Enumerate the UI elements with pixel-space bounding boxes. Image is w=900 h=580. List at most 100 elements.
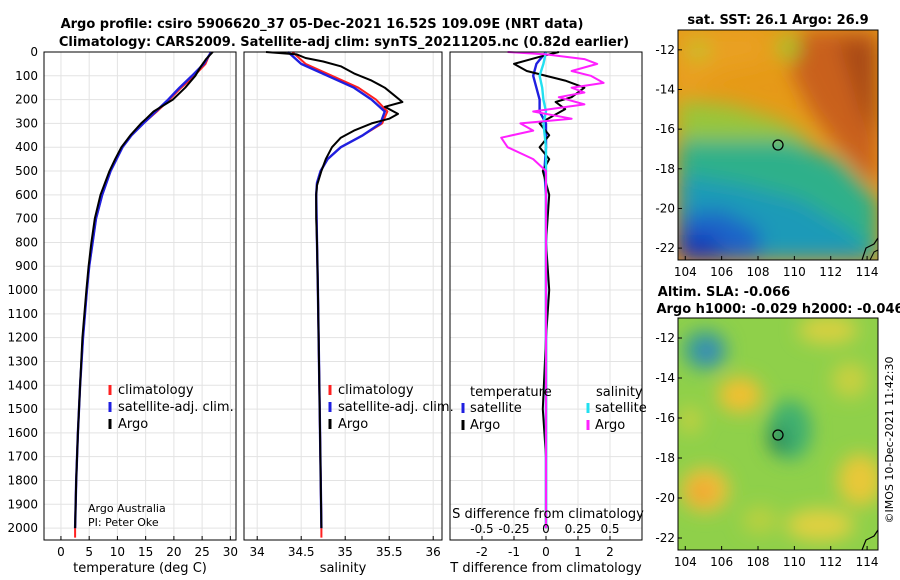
- legend-label: Argo: [338, 417, 368, 432]
- legend-label: satellite-adj. clim.: [118, 400, 234, 415]
- y-tick-label: 500: [15, 164, 38, 178]
- series-salinity-satellite: [538, 51, 548, 529]
- map-x-tick-label: 104: [674, 555, 697, 569]
- top-tick-label: 0.5: [600, 522, 619, 536]
- y-tick-label: 1100: [7, 307, 38, 321]
- sst-map-title: sat. SST: 26.1 Argo: 26.9: [687, 13, 868, 28]
- imos-timestamp: ©IMOS 10-Dec-2021 11:42:30: [883, 357, 896, 524]
- x-tick-label: 30: [223, 545, 238, 559]
- legend-label: satellite: [470, 401, 522, 416]
- map-x-tick-label: 112: [819, 555, 842, 569]
- legend-label: climatology: [338, 383, 414, 398]
- x-tick-label: 0: [542, 545, 550, 559]
- y-tick-label: 1500: [7, 402, 38, 416]
- salinity-panel: 34 34.5 35 35.5 36 salinity climatology satelli…: [243, 51, 454, 576]
- credit-pi: PI: Peter Oke: [88, 516, 159, 529]
- map-y-tick-label: -14: [655, 82, 675, 96]
- sla-axis-ticks: 104 106 108 110 112 114 -12 -14 -16 -18 -20 -22: [655, 331, 878, 569]
- y-tick-label: 600: [15, 188, 38, 202]
- sst-axis-ticks: 104 106 108 110 112 114 -12 -14 -16 -18 -20 -22: [655, 43, 878, 279]
- x-tick-label: 34: [250, 545, 265, 559]
- series-argo: [265, 51, 404, 529]
- series-salinity-argo: [500, 51, 605, 529]
- y-tick-label: 1600: [7, 426, 38, 440]
- legend-title-temperature: temperature: [470, 385, 552, 400]
- y-tick-label: 100: [15, 69, 38, 83]
- map-y-tick-label: -12: [655, 43, 675, 57]
- x-tick-label: 10: [110, 545, 125, 559]
- series-argo: [74, 51, 214, 529]
- sla-map-frame: [677, 317, 879, 551]
- y-tick-label: 1400: [7, 378, 38, 392]
- y-tick-label: 2000: [7, 521, 38, 535]
- top-tick-label: -0.25: [498, 522, 529, 536]
- x-tick-label: 0: [57, 545, 65, 559]
- sst-map-frame: [677, 29, 879, 261]
- sla-argo-marker: [772, 429, 784, 441]
- map-x-tick-label: 110: [783, 265, 806, 279]
- x-axis-label: temperature (deg C): [73, 561, 207, 576]
- figure-title-line1: Argo profile: csiro 5906620_37 05-Dec-20…: [61, 17, 584, 32]
- legend-label: climatology: [118, 383, 194, 398]
- y-tick-label: 700: [15, 212, 38, 226]
- sla-map-subtitle: Argo h1000: -0.029 h2000: -0.046: [656, 302, 900, 317]
- legend-label: Argo: [595, 418, 625, 433]
- x-axis-label: salinity: [320, 561, 367, 576]
- legend-label: satellite-adj. clim.: [338, 400, 454, 415]
- map-y-tick-label: -16: [655, 411, 675, 425]
- map-x-tick-label: 114: [856, 555, 879, 569]
- y-tick-label: 1200: [7, 331, 38, 345]
- x-tick-label: -2: [476, 545, 488, 559]
- panel-frame: [43, 51, 237, 541]
- y-tick-label: 200: [15, 93, 38, 107]
- y-tick-label: 1700: [7, 450, 38, 464]
- x-tick-label: 20: [166, 545, 181, 559]
- x-tick-label: 36: [426, 545, 441, 559]
- legend-title-salinity: salinity: [596, 385, 643, 400]
- y-tick-label: 0: [30, 45, 38, 59]
- x-tick-label: 15: [138, 545, 153, 559]
- x-tick-label: 1: [574, 545, 582, 559]
- y-tick-label: 1300: [7, 354, 38, 368]
- map-y-tick-label: -20: [655, 491, 675, 505]
- map-x-tick-label: 106: [710, 555, 733, 569]
- x-tick-label: 25: [194, 545, 209, 559]
- map-x-tick-label: 108: [747, 555, 770, 569]
- y-tick-label: 900: [15, 259, 38, 273]
- map-y-tick-label: -20: [655, 201, 675, 215]
- series-climatology: [291, 51, 389, 538]
- map-y-tick-label: -22: [655, 531, 675, 545]
- y-tick-label: 1000: [7, 283, 38, 297]
- x-axis-label: T difference from climatology: [449, 561, 642, 576]
- difference-panel: -2 -1 0 1 2 T difference from climatology temp…: [449, 51, 647, 576]
- top-axis-label: S difference from climatology: [452, 507, 644, 522]
- y-tick-label: 800: [15, 235, 38, 249]
- sst-argo-marker: [772, 139, 784, 151]
- x-tick-label: 2: [606, 545, 614, 559]
- map-x-tick-label: 108: [747, 265, 770, 279]
- y-tick-label: 1900: [7, 497, 38, 511]
- sst-heatmap: [678, 30, 878, 260]
- x-tick-label: 34.5: [288, 545, 315, 559]
- temperature-panel: 0 5 10 15 20 25 300100200300400500600700800900…: [7, 45, 238, 576]
- map-y-tick-label: -16: [655, 122, 675, 136]
- map-x-tick-label: 106: [710, 265, 733, 279]
- map-y-tick-label: -22: [655, 241, 675, 255]
- y-tick-label: 1800: [7, 473, 38, 487]
- top-tick-label: -0.5: [470, 522, 493, 536]
- sla-heatmap: [678, 318, 878, 550]
- map-x-tick-label: 112: [819, 265, 842, 279]
- legend-label: satellite: [595, 401, 647, 416]
- map-y-tick-label: -18: [655, 451, 675, 465]
- x-tick-label: 5: [85, 545, 93, 559]
- map-y-tick-label: -14: [655, 371, 675, 385]
- sla-map-title: Altim. SLA: -0.066: [658, 285, 790, 300]
- map-y-tick-label: -18: [655, 162, 675, 176]
- map-x-tick-label: 114: [856, 265, 879, 279]
- map-x-tick-label: 110: [783, 555, 806, 569]
- y-tick-label: 300: [15, 116, 38, 130]
- panel-frame: [243, 51, 443, 541]
- map-x-tick-label: 104: [674, 265, 697, 279]
- y-tick-label: 400: [15, 140, 38, 154]
